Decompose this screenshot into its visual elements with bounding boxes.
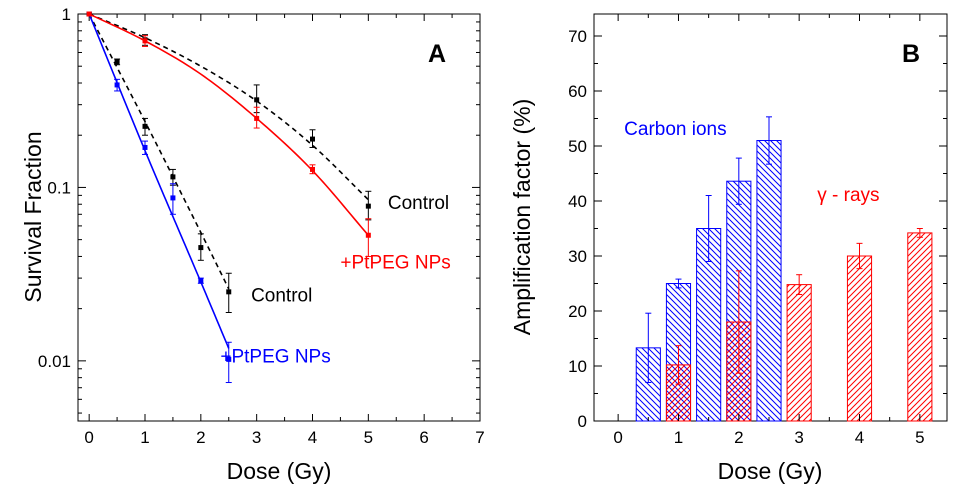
data-point [198, 278, 204, 284]
panel-b-label: B [902, 40, 920, 68]
panel-b-amplification-chart: 0 1 2 3 4 5 0 10 20 30 40 50 60 70 Carbon ions γ - ra… [509, 13, 948, 484]
panel-a-y-axis-label: Survival Fraction [20, 131, 46, 302]
y-tick-label: 30 [568, 247, 587, 266]
fit-curve [88, 13, 369, 201]
series-annotation: Control [388, 193, 449, 214]
panel-b-y-ticks: 0 10 20 30 40 50 60 70 [568, 27, 947, 431]
x-tick-label: 5 [915, 428, 924, 447]
x-tick-label: 5 [364, 428, 373, 447]
y-tick-label: 0 [578, 412, 587, 431]
series-annotation: Control [251, 285, 312, 306]
x-tick-label: 3 [794, 428, 803, 447]
panel-b-annotations: Carbon ions γ - rays [624, 119, 879, 206]
bar [846, 255, 873, 422]
data-point [226, 356, 232, 362]
y-tick-label: 0.1 [47, 178, 71, 197]
data-point [142, 144, 148, 150]
panel-a-annotations: Control +PtPEG NPs Control +PtPEG NPs [220, 193, 450, 367]
panel-b-x-ticks: 0 1 2 3 4 5 [613, 14, 925, 447]
panel-a-series [86, 11, 372, 384]
x-tick-label: 6 [419, 428, 428, 447]
series-3 [86, 11, 372, 257]
y-tick-label: 60 [568, 82, 587, 101]
bar [756, 140, 782, 422]
data-point [310, 166, 315, 172]
y-tick-label: 20 [568, 302, 587, 321]
fit-curve [88, 13, 369, 236]
series-annotation: γ - rays [817, 185, 879, 206]
x-tick-label: 0 [613, 428, 622, 447]
data-point [310, 136, 315, 142]
bar-series-1 [665, 228, 933, 422]
data-point [114, 82, 120, 88]
data-point [170, 195, 176, 201]
x-tick-label: 4 [308, 428, 317, 447]
x-tick-label: 1 [140, 428, 149, 447]
data-point [114, 59, 120, 65]
y-tick-label: 0.01 [38, 352, 71, 371]
data-point [226, 289, 232, 295]
panel-b-x-axis-label: Dose (Gy) [718, 458, 823, 484]
data-point [365, 203, 371, 209]
x-tick-label: 4 [855, 428, 864, 447]
x-tick-label: 7 [475, 428, 484, 447]
data-point [142, 38, 148, 44]
fit-curve [88, 13, 230, 290]
data-point [254, 115, 260, 121]
x-tick-label: 2 [734, 428, 743, 447]
y-tick-label: 50 [568, 137, 587, 156]
panel-b-bars [635, 116, 933, 422]
x-tick-label: 3 [252, 428, 261, 447]
x-tick-label: 2 [196, 428, 205, 447]
x-tick-label: 1 [674, 428, 683, 447]
y-tick-label: 1 [62, 5, 71, 24]
y-tick-label: 40 [568, 192, 587, 211]
bar [786, 284, 812, 422]
data-point [365, 232, 371, 238]
data-point [142, 123, 148, 129]
x-tick-label: 0 [84, 428, 93, 447]
series-annotation: Carbon ions [624, 119, 726, 140]
panel-a-plot-frame [77, 13, 481, 422]
panel-a-x-ticks: 0 1 2 3 4 5 6 7 [84, 14, 485, 447]
panel-a-label: A [428, 40, 446, 68]
data-point [86, 11, 92, 17]
fit-curve [88, 13, 230, 349]
panel-b-y-axis-label: Amplification factor (%) [509, 99, 535, 335]
series-1 [86, 11, 232, 384]
y-tick-label: 70 [568, 27, 587, 46]
data-point [170, 174, 176, 180]
bar-series-0 [635, 116, 782, 422]
bar [907, 232, 933, 422]
series-annotation: +PtPEG NPs [220, 346, 330, 367]
series-0 [86, 11, 232, 314]
series-annotation: +PtPEG NPs [340, 253, 450, 274]
data-point [198, 245, 204, 251]
y-tick-label: 10 [568, 357, 587, 376]
data-point [254, 97, 260, 103]
panel-a-x-axis-label: Dose (Gy) [227, 458, 332, 484]
panel-a-y-ticks: 1 0.1 0.01 [38, 5, 480, 414]
